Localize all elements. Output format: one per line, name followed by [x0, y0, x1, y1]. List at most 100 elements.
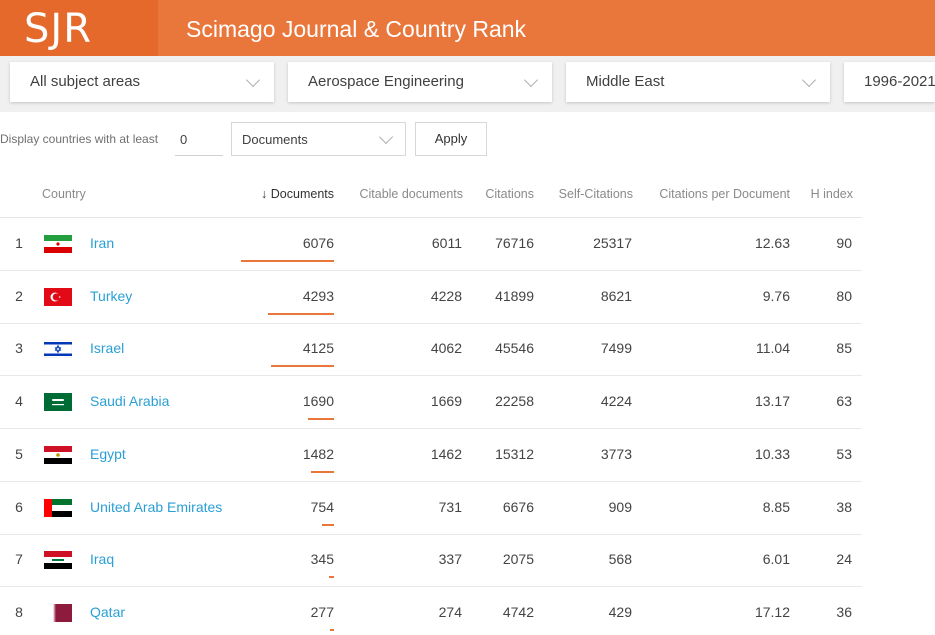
chevron-down-icon — [245, 72, 261, 88]
citations-per-document-cell: 10.33 — [754, 445, 790, 462]
site-title[interactable]: Scimago Journal & Country Rank — [186, 16, 527, 42]
documents-cell: 1690 — [302, 393, 334, 410]
documents-bar — [330, 628, 334, 631]
column-header-citable-documents[interactable]: Citable documents — [359, 187, 463, 201]
country-link[interactable]: Egypt — [90, 445, 126, 462]
column-header-citations-per-document[interactable]: Citations per Document — [659, 187, 790, 201]
h-index-cell: 85 — [836, 340, 852, 357]
citations-cell: 4742 — [502, 603, 534, 620]
logo-block[interactable]: SJR — [0, 0, 158, 56]
citations-per-document-cell: 8.85 — [762, 498, 790, 515]
documents-bar — [241, 260, 334, 262]
table-row: 4 Saudi Arabia 1690 1669 22258 4224 13.17 63 — [0, 376, 862, 430]
threshold-metric-select[interactable]: Documents — [231, 122, 406, 156]
saudi-arabia-flag-icon — [44, 393, 72, 412]
documents-cell: 1482 — [302, 445, 334, 462]
documents-bar — [329, 576, 334, 579]
citations-cell: 2075 — [502, 551, 534, 568]
documents-bar — [308, 418, 334, 421]
rank-cell: 4 — [15, 393, 23, 410]
site-header: SJR Scimago Journal & Country Rank — [0, 0, 935, 56]
citations-cell: 22258 — [495, 393, 534, 410]
self-citations-cell: 8621 — [600, 287, 632, 304]
rank-cell: 8 — [15, 603, 23, 620]
column-header-h-index[interactable]: H index — [810, 187, 853, 201]
column-header-documents[interactable]: ↓ Documents — [261, 187, 334, 201]
uae-flag-icon — [44, 498, 72, 517]
citations-per-document-cell: 17.12 — [754, 603, 790, 620]
table-row: 7 Iraq 345 337 2075 568 6.01 24 — [0, 534, 862, 588]
region-value: Middle East — [586, 73, 665, 90]
rank-cell: 5 — [15, 445, 23, 462]
years-dropdown[interactable]: 1996-2021 — [844, 62, 935, 102]
documents-cell: 6076 — [302, 235, 334, 251]
subject-area-dropdown[interactable]: All subject areas — [10, 62, 274, 102]
threshold-metric-value: Documents — [242, 132, 308, 147]
self-citations-cell: 7499 — [600, 340, 632, 357]
country-link[interactable]: Turkey — [90, 287, 133, 304]
citations-per-document-cell: 11.04 — [756, 340, 790, 357]
documents-bar — [268, 312, 334, 315]
citable-documents-cell: 1669 — [430, 393, 462, 410]
subject-category-value: Aerospace Engineering — [308, 73, 464, 90]
rank-cell: 2 — [15, 287, 23, 304]
self-citations-cell: 4224 — [600, 393, 632, 410]
h-index-cell: 24 — [836, 551, 852, 568]
documents-cell: 277 — [310, 603, 334, 620]
israel-flag-icon — [44, 340, 72, 359]
country-link[interactable]: Saudi Arabia — [90, 393, 170, 410]
citations-cell: 6676 — [502, 498, 534, 515]
country-link[interactable]: Iran — [90, 235, 115, 251]
table-row: 1 Iran 6076 6011 76716 25317 12.63 90 — [0, 218, 862, 271]
citations-cell: 41899 — [495, 287, 534, 304]
threshold-input[interactable] — [175, 124, 223, 156]
rank-cell: 3 — [15, 340, 23, 357]
table-row: 2 Turkey 4293 4228 41899 8621 9.76 80 — [0, 271, 862, 324]
threshold-label: Display countries with at least — [0, 132, 159, 146]
citations-per-document-cell: 6.01 — [762, 551, 790, 568]
self-citations-cell: 568 — [608, 551, 632, 568]
country-link[interactable]: United Arab Emirates — [90, 498, 223, 515]
sjr-logo[interactable]: SJR — [24, 6, 92, 52]
h-index-cell: 53 — [836, 445, 852, 462]
h-index-cell: 63 — [836, 393, 852, 410]
apply-button[interactable]: Apply — [415, 122, 487, 156]
column-header-citations[interactable]: Citations — [485, 187, 534, 201]
turkey-flag-icon — [44, 287, 72, 306]
country-link[interactable]: Qatar — [90, 603, 126, 620]
citations-cell: 15312 — [495, 445, 534, 462]
column-header-country[interactable]: Country — [42, 187, 86, 201]
citations-cell: 45546 — [495, 340, 534, 357]
citable-documents-cell: 6011 — [431, 235, 462, 251]
h-index-cell: 90 — [836, 235, 852, 251]
country-link[interactable]: Israel — [90, 340, 125, 357]
self-citations-cell: 909 — [608, 498, 632, 515]
iran-flag-icon — [44, 235, 72, 253]
table-row: 3 Israel 4125 4062 45546 7499 11.04 85 — [0, 323, 862, 377]
country-link[interactable]: Iraq — [90, 551, 115, 568]
years-value: 1996-2021 — [864, 73, 935, 90]
region-dropdown[interactable]: Middle East — [566, 62, 830, 102]
h-index-cell: 36 — [836, 603, 852, 620]
citations-per-document-cell: 9.76 — [762, 287, 790, 304]
subject-category-dropdown[interactable]: Aerospace Engineering — [288, 62, 552, 102]
citable-documents-cell: 4062 — [430, 340, 462, 357]
h-index-cell: 80 — [836, 287, 852, 304]
citable-documents-cell: 337 — [438, 551, 462, 568]
citable-documents-cell: 274 — [438, 603, 462, 620]
documents-cell: 345 — [310, 551, 334, 568]
table-row: 8 Qatar 277 274 4742 429 17.12 36 — [0, 587, 862, 635]
documents-cell: 4125 — [302, 340, 334, 357]
column-header-self-citations[interactable]: Self-Citations — [558, 187, 633, 201]
documents-cell: 754 — [310, 498, 334, 515]
citations-cell: 76716 — [495, 235, 534, 251]
iraq-flag-icon — [44, 551, 72, 570]
citable-documents-cell: 731 — [438, 498, 462, 515]
citations-per-document-cell: 12.63 — [754, 235, 790, 251]
qatar-flag-icon — [44, 603, 72, 622]
table-row: 5 Egypt 1482 1462 15312 3773 10.33 53 — [0, 429, 862, 482]
citations-per-document-cell: 13.17 — [754, 393, 790, 410]
header-divider — [0, 217, 862, 218]
chevron-down-icon — [378, 129, 394, 145]
rank-cell: 7 — [15, 551, 23, 568]
